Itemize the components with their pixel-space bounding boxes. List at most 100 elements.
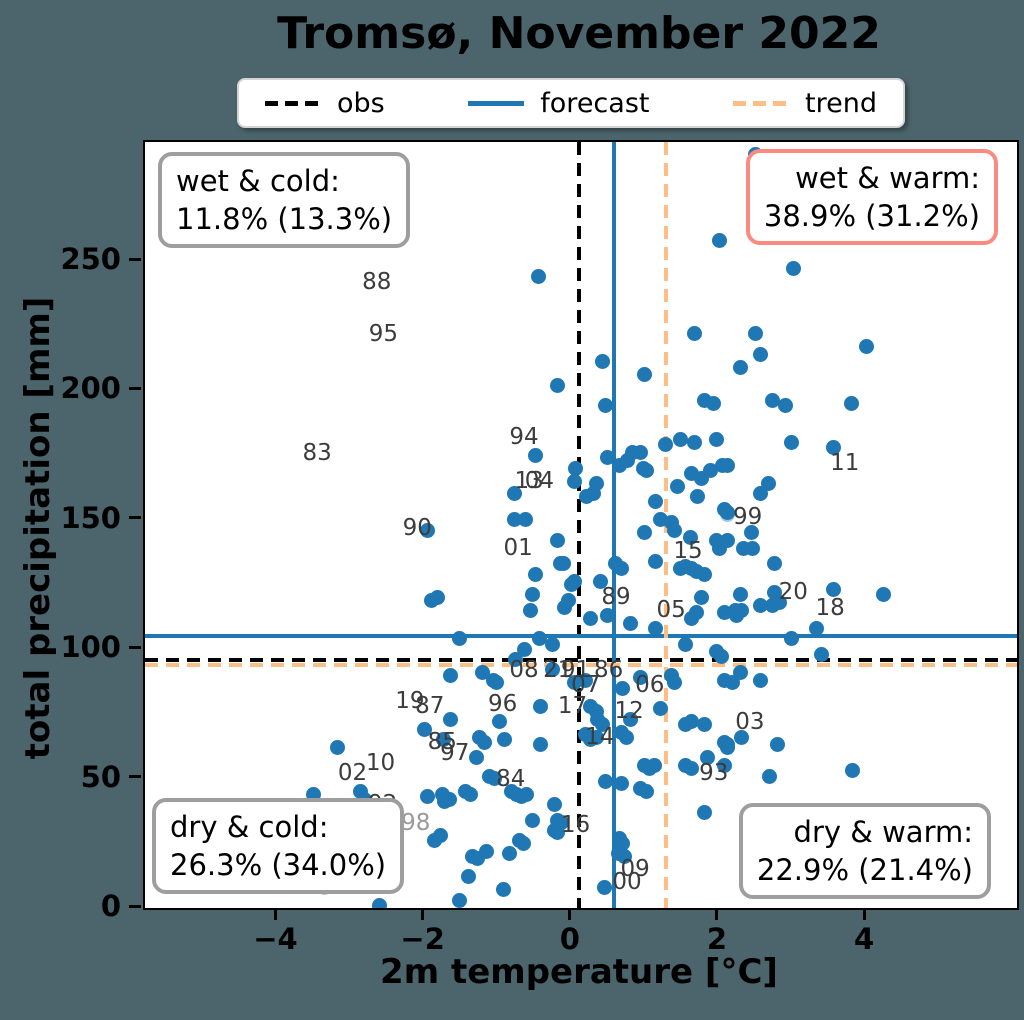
scatter-point <box>826 439 842 455</box>
scatter-point <box>743 525 759 541</box>
scatter-point <box>595 716 611 732</box>
scatter-point <box>684 714 700 730</box>
scatter-point <box>442 791 458 807</box>
year-label-91: 91 <box>560 656 591 683</box>
scatter-point <box>531 269 547 285</box>
year-label-08: 08 <box>509 656 539 683</box>
obs-dashed-line-icon <box>265 100 321 106</box>
scatter-point <box>598 773 614 789</box>
scatter-point <box>682 530 698 546</box>
scatter-point <box>683 760 699 776</box>
scatter-point <box>687 326 703 341</box>
scatter-point <box>469 750 485 766</box>
x-axis-title: 2m temperature [°C] <box>380 952 778 992</box>
scatter-point <box>477 734 493 750</box>
scatter-point <box>566 675 582 691</box>
scatter-point <box>648 621 664 636</box>
scatter-point <box>596 879 612 895</box>
scatter-point <box>825 582 841 598</box>
scatter-point <box>720 504 736 520</box>
scatter-point <box>700 750 716 766</box>
y-tick <box>129 257 141 261</box>
wet-cold-title: wet & cold: <box>176 164 340 198</box>
year-label-05: 05 <box>656 597 686 624</box>
scatter-point <box>696 716 712 732</box>
scatter-point <box>648 553 664 569</box>
scatter-point <box>463 786 479 802</box>
year-label-99: 99 <box>733 504 763 531</box>
trend-dashed-line-icon <box>733 100 790 106</box>
dry-warm-value: 22.9% (21.4%) <box>756 853 973 887</box>
scatter-point <box>495 882 511 898</box>
scatter-point <box>765 393 781 409</box>
scatter-point <box>579 489 595 505</box>
legend-label-forecast: forecast <box>540 87 650 119</box>
scatter-point <box>633 445 649 461</box>
scatter-point <box>875 587 891 603</box>
scatter-point <box>525 587 541 603</box>
scatter-point <box>745 540 761 556</box>
scatter-point <box>638 784 654 800</box>
scatter-point <box>637 525 653 541</box>
y-tick <box>129 904 141 908</box>
scatter-point <box>524 812 540 828</box>
scatter-point <box>531 631 547 647</box>
scatter-point <box>753 672 769 688</box>
year-label-15: 15 <box>673 537 703 564</box>
y-tick <box>129 516 141 520</box>
scatter-point <box>487 771 503 787</box>
scatter-point <box>430 589 446 605</box>
scatter-point <box>517 512 533 528</box>
scatter-point <box>550 825 566 841</box>
dry-cold-title: dry & cold: <box>170 810 329 844</box>
trend-horizontal-line <box>145 662 1017 667</box>
scatter-point <box>677 636 693 652</box>
scatter-point <box>638 463 654 479</box>
scatter-point <box>516 835 532 851</box>
plot-area: 88 95 83 94 90 13 04 01 99 15 11 89 05 20 18 08 21 91 86 07… <box>143 140 1019 910</box>
y-tick-label: 50 <box>80 759 121 794</box>
scatter-point <box>783 434 799 450</box>
scatter-point <box>747 326 763 341</box>
dry-warm-title: dry & warm: <box>793 815 973 849</box>
scatter-point <box>442 667 458 683</box>
scatter-point <box>330 740 346 756</box>
legend: obs forecast trend <box>237 78 905 128</box>
year-label-14: 14 <box>585 724 615 751</box>
year-label-96: 96 <box>487 690 518 717</box>
scatter-point <box>648 494 664 510</box>
scatter-point <box>690 489 706 505</box>
scatter-point <box>720 457 736 473</box>
scatter-point <box>673 432 689 448</box>
scatter-point <box>785 261 801 277</box>
scatter-point <box>550 377 566 393</box>
year-label-01: 01 <box>503 535 533 562</box>
scatter-point <box>489 675 505 691</box>
x-tick-label: −2 <box>400 922 445 956</box>
scatter-point <box>766 556 782 572</box>
scatter-point <box>523 602 539 618</box>
quadrant-label-wet-warm: wet & warm: 38.9% (31.2%) <box>745 149 998 245</box>
scatter-point <box>720 737 736 753</box>
quadrant-label-dry-cold: dry & cold: 26.3% (34.0%) <box>152 798 405 894</box>
x-tick <box>568 908 572 920</box>
scatter-point <box>528 447 544 463</box>
scatter-point <box>615 680 631 696</box>
legend-item-trend: trend <box>733 88 877 119</box>
year-label-85: 85 <box>427 729 457 756</box>
dry-cold-value: 26.3% (34.0%) <box>170 848 387 882</box>
scatter-point <box>533 698 549 714</box>
scatter-point <box>705 395 721 411</box>
year-label-83: 83 <box>302 439 332 466</box>
scatter-point <box>372 897 388 908</box>
scatter-point <box>593 574 608 590</box>
year-label-90: 90 <box>402 514 432 541</box>
scatter-point <box>667 675 683 691</box>
year-label-18: 18 <box>815 594 845 621</box>
scatter-point <box>567 460 583 476</box>
scatter-point <box>859 338 875 354</box>
x-tick-label: 2 <box>706 922 728 956</box>
year-label-16: 16 <box>560 812 591 839</box>
year-label-10: 10 <box>365 750 396 777</box>
year-label-06: 06 <box>635 672 665 699</box>
